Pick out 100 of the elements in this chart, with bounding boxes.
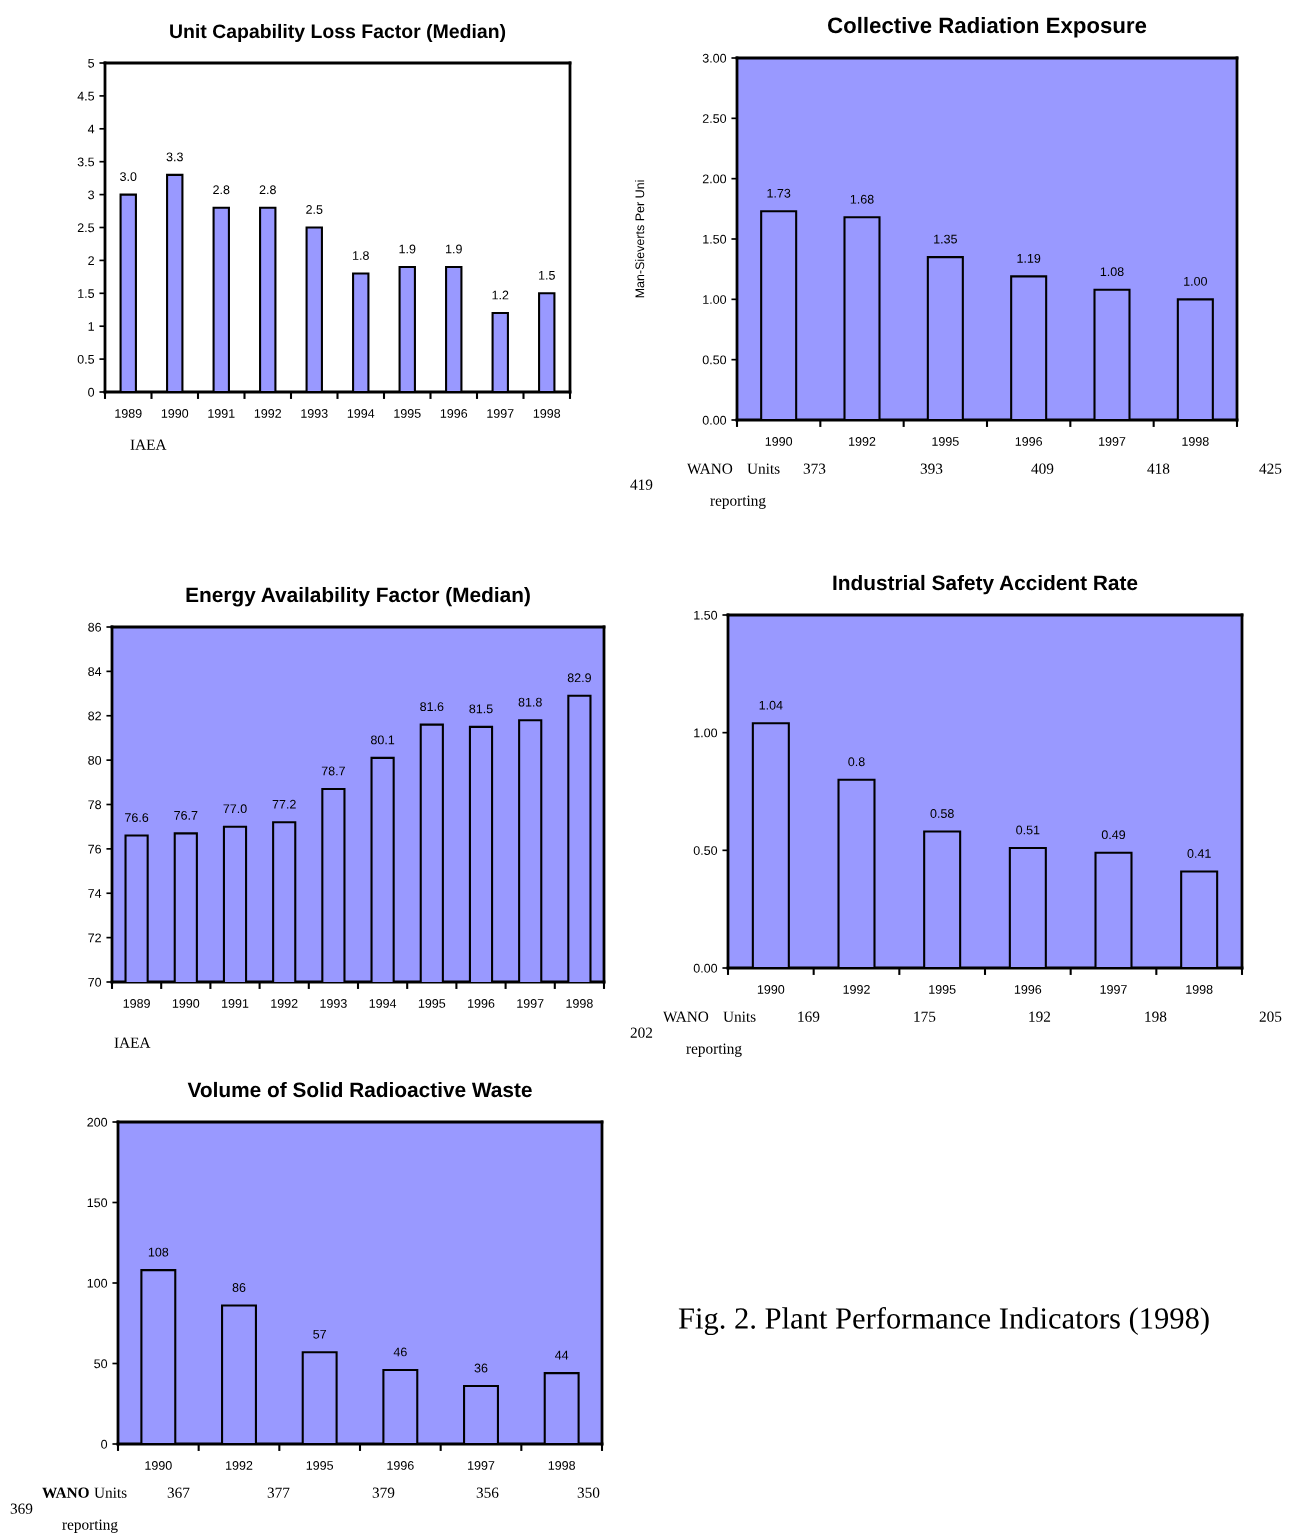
x-tick-label: 1995 <box>418 999 446 1008</box>
x-tick-label: 1996 <box>387 1461 414 1470</box>
y-tick-label: 0.00 <box>702 415 727 425</box>
x-tick-label: 1991 <box>222 999 249 1008</box>
data-label: 2.5 <box>306 205 323 214</box>
data-label: 1.08 <box>1100 267 1124 277</box>
text: Units <box>747 463 780 474</box>
x-tick-label: 1992 <box>849 437 876 446</box>
x-tick-label: 1997 <box>517 999 544 1008</box>
y-tick-label: 70 <box>88 977 102 987</box>
data-label: 77.0 <box>223 804 247 814</box>
y-tick-label: 1.00 <box>694 728 718 738</box>
data-label: 57 <box>313 1329 326 1339</box>
y-tick-label: 2.50 <box>702 114 727 123</box>
y-tick-label: 78 <box>88 800 102 810</box>
x-tick-label: 1994 <box>347 409 375 418</box>
y-tick-label: 1.00 <box>703 295 727 304</box>
x-tick-label: 1995 <box>306 1461 334 1470</box>
y-tick-label: 150 <box>87 1198 108 1208</box>
x-tick-label: 1994 <box>369 999 397 1008</box>
chart-title: Collective Radiation Exposure <box>828 16 1147 38</box>
text: 350 <box>577 1487 600 1498</box>
text: 409 <box>1031 463 1054 474</box>
data-label: 1.35 <box>934 234 957 244</box>
y-tick-label: 5 <box>88 58 95 68</box>
text: IAEA <box>114 1037 151 1048</box>
data-label: 0.8 <box>848 757 865 767</box>
text: 419 <box>630 479 653 490</box>
text: WANO <box>687 463 733 474</box>
x-tick-label: 1997 <box>468 1461 495 1470</box>
y-tick-label: 86 <box>88 622 102 632</box>
text: 367 <box>167 1487 190 1498</box>
data-label: 1.68 <box>850 194 874 204</box>
data-label: 81.8 <box>518 697 542 707</box>
x-tick-label: 1995 <box>929 985 956 994</box>
data-label: 36 <box>474 1363 488 1373</box>
text: reporting <box>62 1519 118 1533</box>
y-tick-label: 72 <box>88 933 101 943</box>
data-label: 3.3 <box>166 152 183 162</box>
data-label: 76.7 <box>174 810 198 820</box>
data-label: 1.19 <box>1017 253 1041 263</box>
y-tick-label: 2.5 <box>77 223 95 233</box>
y-tick-label: 0.00 <box>693 963 718 973</box>
x-tick-label: 1998 <box>548 1461 576 1470</box>
y-tick-label: 4 <box>87 124 95 134</box>
data-label: 0.49 <box>1101 830 1126 840</box>
text: 418 <box>1147 463 1170 474</box>
x-tick-label: 1990 <box>172 999 200 1008</box>
text: 169 <box>798 1011 820 1022</box>
data-label: 1.9 <box>446 244 462 254</box>
y-tick-label: 1.50 <box>694 610 718 620</box>
data-label: 81.6 <box>420 702 444 712</box>
x-tick-label: 1998 <box>1186 985 1213 994</box>
x-tick-label: 1993 <box>320 999 347 1008</box>
caption: Fig. 2. Plant Performance Indicators (1998) <box>678 1306 1209 1336</box>
text: 198 <box>1145 1011 1167 1022</box>
text: 202 <box>630 1027 653 1038</box>
data-label: 80.1 <box>370 735 395 745</box>
data-label: 1.00 <box>1184 276 1208 286</box>
data-label: 1.8 <box>353 251 369 260</box>
data-label: 2.8 <box>213 185 230 195</box>
x-tick-label: 1997 <box>1099 437 1126 446</box>
data-label: 108 <box>148 1247 169 1257</box>
x-tick-label: 1991 <box>208 409 235 418</box>
chart-title: Volume of Solid Radioactive Waste <box>187 1081 532 1098</box>
x-tick-label: 1989 <box>123 999 150 1008</box>
y-axis-title: Man-Sieverts Per Uni <box>635 180 645 298</box>
x-tick-label: 1989 <box>115 409 142 418</box>
data-label: 0.51 <box>1016 825 1040 835</box>
data-label: 76.6 <box>125 813 149 822</box>
y-tick-label: 74 <box>88 889 102 898</box>
text: reporting <box>710 495 766 509</box>
text: 369 <box>10 1503 33 1514</box>
data-label: 82.9 <box>567 673 591 683</box>
text: reporting <box>686 1043 742 1057</box>
data-label: 1.5 <box>539 271 555 280</box>
x-tick-label: 1996 <box>440 409 468 418</box>
text: Units <box>94 1487 127 1498</box>
x-tick-label: 1998 <box>533 409 561 418</box>
data-label: 77.2 <box>272 799 296 809</box>
data-label: 46 <box>393 1347 407 1357</box>
x-tick-label: 1996 <box>468 999 495 1008</box>
text: IAEA <box>130 439 167 450</box>
x-tick-label: 1995 <box>394 409 421 418</box>
text: 175 <box>914 1011 936 1022</box>
x-tick-label: 1996 <box>1015 437 1043 446</box>
data-label: 44 <box>555 1350 569 1360</box>
x-tick-label: 1992 <box>226 1461 253 1470</box>
x-tick-label: 1993 <box>301 409 328 418</box>
x-tick-label: 1992 <box>843 985 870 994</box>
x-tick-label: 1990 <box>765 437 793 446</box>
text: WANO <box>42 1487 89 1498</box>
data-label: 78.7 <box>321 766 345 776</box>
y-tick-label: 0 <box>88 387 95 397</box>
data-label: 1.73 <box>767 188 791 198</box>
y-tick-label: 2.00 <box>702 174 727 184</box>
text: Units <box>723 1011 756 1022</box>
y-tick-label: 2 <box>88 256 94 265</box>
y-tick-label: 84 <box>88 667 102 677</box>
data-label: 1.2 <box>492 290 509 300</box>
